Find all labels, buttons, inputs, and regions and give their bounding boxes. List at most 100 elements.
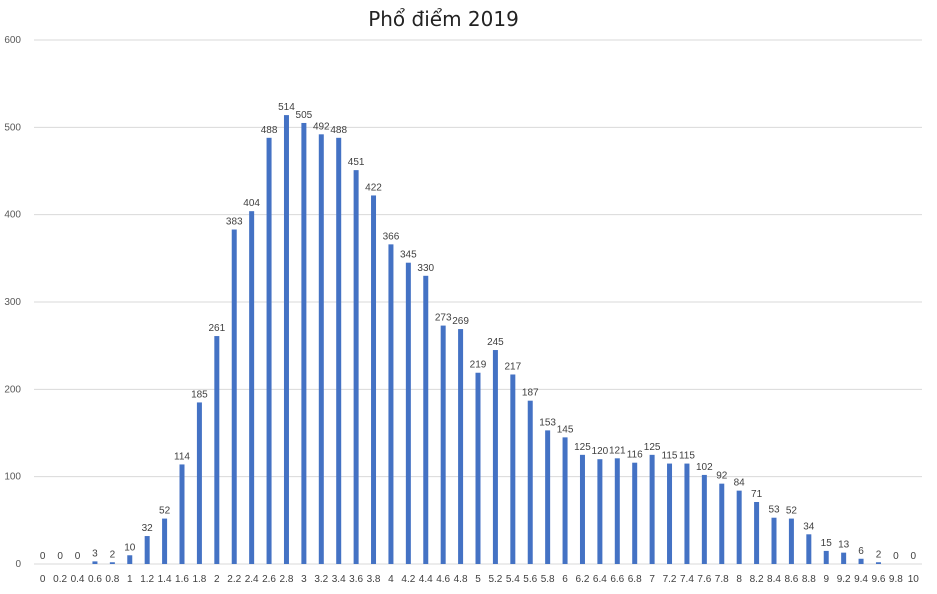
x-tick-label: 3.8 (367, 574, 381, 585)
bar (649, 454, 655, 564)
chart-title: Phổ điểm 2019 (368, 7, 519, 31)
x-axis-ticks: 0 0.2 0.4 0.6 0.8 1 1.2 1.4 1.6 1.8 2 2.2 2.4 2.6 2.8 3… (40, 574, 919, 585)
data-label: 488 (330, 125, 347, 136)
data-label: 514 (278, 102, 295, 113)
bar (214, 336, 220, 564)
data-label: 125 (644, 442, 661, 453)
data-label: 3 (92, 548, 98, 559)
y-tick-label: 200 (4, 384, 21, 395)
bar (353, 170, 359, 565)
data-label: 102 (696, 462, 713, 473)
bar (632, 462, 638, 564)
x-tick-label: 9 (823, 574, 829, 585)
data-label: 422 (365, 182, 382, 193)
data-label: 451 (348, 157, 365, 168)
x-tick-label: 7.8 (715, 574, 729, 585)
bar (788, 518, 794, 564)
bar (231, 229, 237, 564)
y-tick-label: 600 (4, 35, 21, 46)
y-axis-ticks: 0 100 200 300 400 500 600 (4, 35, 21, 570)
data-label: 15 (821, 538, 833, 549)
bar (667, 463, 673, 564)
bar (492, 350, 498, 564)
x-tick-label: 6.6 (610, 574, 624, 585)
x-tick-label: 7 (649, 574, 655, 585)
x-tick-label: 4 (388, 574, 394, 585)
x-tick-label: 5.6 (523, 574, 537, 585)
data-label: 92 (716, 471, 728, 482)
bar (614, 458, 620, 564)
data-label: 115 (662, 451, 678, 462)
data-label: 505 (296, 110, 313, 121)
bar (510, 374, 516, 564)
data-label: 217 (504, 361, 521, 372)
bar (736, 490, 742, 564)
x-tick-label: 0.4 (71, 574, 85, 585)
bar (562, 437, 568, 564)
data-label: 52 (786, 506, 798, 517)
x-tick-label: 3.2 (314, 574, 328, 585)
bar (405, 262, 411, 564)
x-tick-label: 7.4 (680, 574, 694, 585)
data-label: 219 (470, 360, 487, 371)
bar (371, 195, 377, 564)
y-tick-label: 400 (4, 210, 21, 221)
data-label: 71 (751, 489, 763, 500)
x-tick-label: 6 (562, 574, 568, 585)
data-label: 404 (243, 198, 260, 209)
bar (179, 464, 185, 564)
x-tick-label: 1.2 (140, 574, 154, 585)
x-tick-label: 0.8 (105, 574, 119, 585)
bar (719, 483, 725, 564)
data-label: 0 (57, 551, 63, 562)
bar (318, 134, 324, 564)
bar (162, 518, 168, 564)
x-tick-label: 9.8 (889, 574, 903, 585)
bar (475, 372, 481, 564)
x-tick-label: 10 (908, 574, 920, 585)
bar (266, 137, 272, 564)
bar (597, 459, 603, 564)
data-label: 2 (876, 549, 882, 560)
x-tick-label: 5 (475, 574, 481, 585)
bar (92, 561, 98, 564)
x-tick-label: 8.4 (767, 574, 781, 585)
x-tick-label: 6.4 (593, 574, 607, 585)
x-tick-label: 3 (301, 574, 307, 585)
x-tick-label: 1.6 (175, 574, 189, 585)
x-tick-label: 3.6 (349, 574, 363, 585)
x-tick-label: 0.6 (88, 574, 102, 585)
data-label: 114 (174, 451, 190, 462)
data-label: 0 (75, 551, 81, 562)
data-label: 153 (539, 417, 556, 428)
bar (336, 137, 342, 564)
bar (806, 534, 812, 564)
x-tick-label: 4.6 (436, 574, 450, 585)
bar (754, 501, 760, 564)
bar (196, 402, 202, 564)
data-label: 34 (803, 521, 815, 532)
bar (823, 550, 829, 564)
bar (527, 400, 533, 564)
x-tick-label: 1.4 (158, 574, 172, 585)
x-tick-label: 5.2 (488, 574, 502, 585)
data-label: 330 (417, 263, 434, 274)
x-tick-label: 4.8 (454, 574, 468, 585)
x-tick-label: 1.8 (192, 574, 206, 585)
x-tick-label: 9.4 (854, 574, 868, 585)
data-label: 13 (838, 540, 850, 551)
y-tick-label: 500 (4, 122, 21, 133)
data-label: 0 (893, 551, 899, 562)
data-label: 53 (768, 505, 780, 516)
bar (858, 558, 864, 564)
bar (301, 122, 307, 564)
data-label: 187 (522, 388, 539, 399)
data-label: 0 (40, 551, 46, 562)
data-label: 125 (574, 442, 591, 453)
x-tick-label: 5.8 (541, 574, 555, 585)
data-label: 0 (911, 551, 917, 562)
bar (458, 329, 464, 564)
x-tick-label: 7.2 (663, 574, 677, 585)
data-label: 488 (261, 125, 278, 136)
data-label: 273 (435, 313, 452, 324)
